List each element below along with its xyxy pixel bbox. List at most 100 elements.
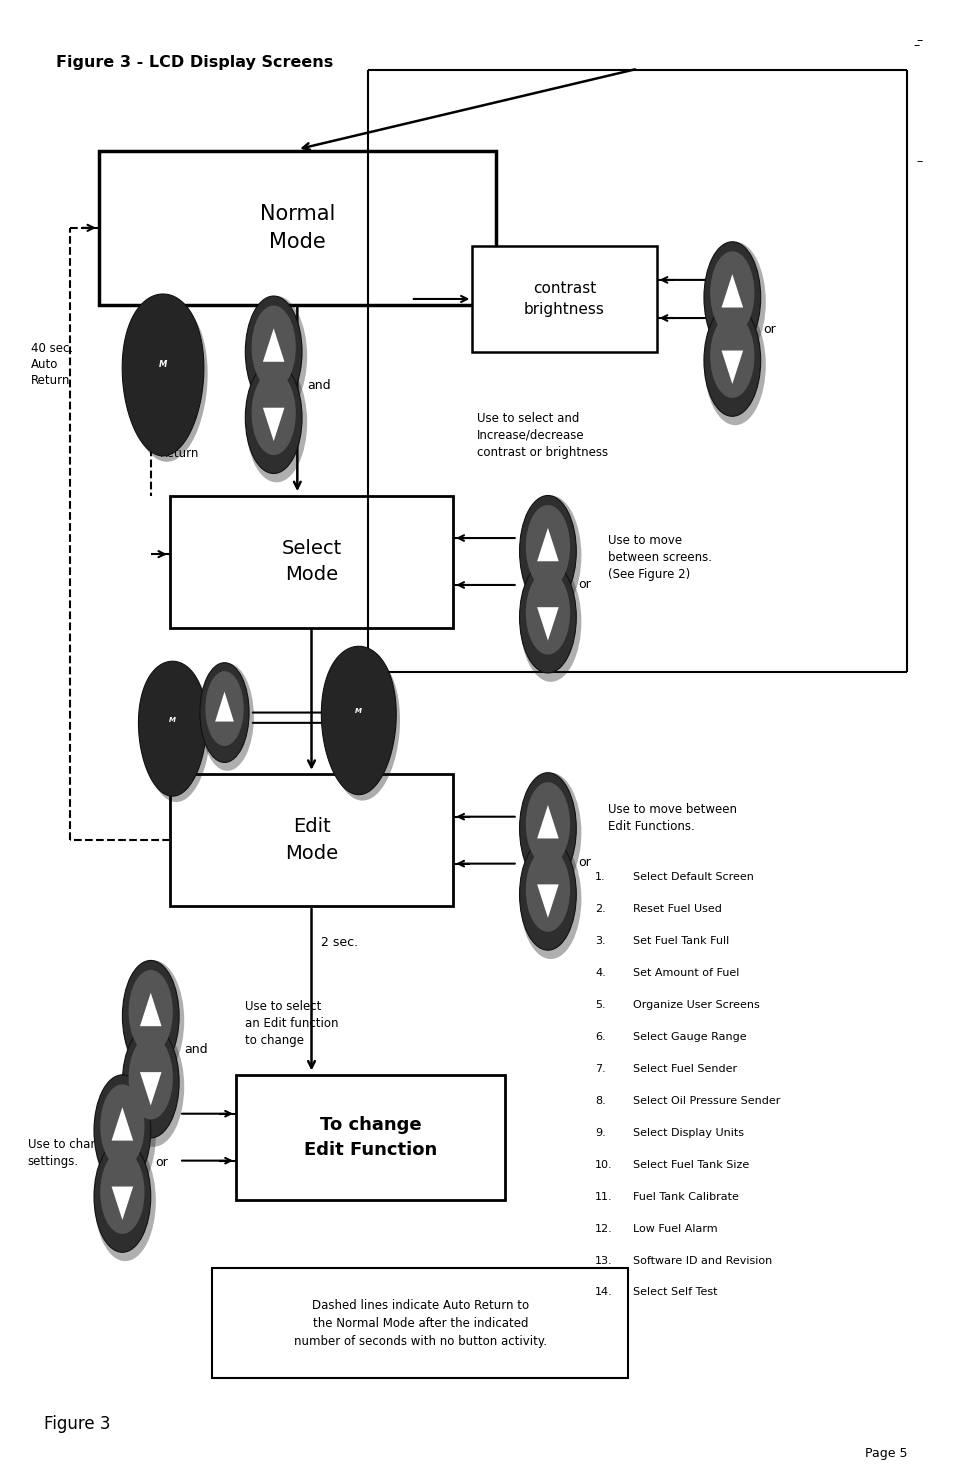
Text: 5.: 5. — [595, 1000, 605, 1010]
Ellipse shape — [123, 1027, 184, 1146]
Text: Reset Fuel Used: Reset Fuel Used — [633, 904, 721, 914]
Ellipse shape — [122, 1027, 179, 1137]
Text: Select Fuel Tank Size: Select Fuel Tank Size — [633, 1159, 748, 1170]
Ellipse shape — [200, 664, 253, 771]
Ellipse shape — [703, 305, 760, 416]
Text: 3.: 3. — [595, 935, 605, 945]
Ellipse shape — [245, 296, 302, 407]
Ellipse shape — [129, 971, 172, 1053]
Ellipse shape — [519, 496, 580, 617]
Polygon shape — [263, 407, 284, 441]
Text: M: M — [355, 708, 362, 714]
Text: –: – — [913, 38, 919, 52]
Text: –: – — [916, 34, 922, 47]
Text: M: M — [169, 717, 175, 723]
Text: 2 sec.: 2 sec. — [320, 937, 357, 950]
Ellipse shape — [100, 1150, 144, 1235]
Polygon shape — [537, 608, 558, 640]
Ellipse shape — [519, 773, 580, 892]
Text: Select Fuel Sender: Select Fuel Sender — [633, 1063, 737, 1074]
Text: Use to change
settings.: Use to change settings. — [28, 1137, 112, 1168]
Ellipse shape — [519, 562, 576, 673]
Ellipse shape — [246, 361, 307, 482]
Text: or: or — [155, 1156, 168, 1170]
Text: Use to select and
Increase/decrease
contrast or brightness: Use to select and Increase/decrease cont… — [476, 412, 607, 459]
Bar — [98, 150, 496, 305]
Bar — [235, 1075, 505, 1199]
Ellipse shape — [122, 960, 179, 1072]
Text: 6.: 6. — [595, 1031, 605, 1041]
Polygon shape — [537, 885, 558, 917]
Text: Select Self Test: Select Self Test — [633, 1288, 717, 1298]
Ellipse shape — [703, 305, 765, 425]
Ellipse shape — [525, 571, 570, 655]
Polygon shape — [140, 1072, 161, 1106]
Polygon shape — [325, 652, 399, 801]
Ellipse shape — [246, 296, 307, 416]
Ellipse shape — [245, 361, 302, 473]
Text: or: or — [578, 855, 590, 869]
Ellipse shape — [519, 562, 580, 681]
Text: Select Gauge Range: Select Gauge Range — [633, 1031, 746, 1041]
Ellipse shape — [100, 1084, 144, 1168]
Polygon shape — [537, 528, 558, 562]
Bar — [170, 774, 453, 906]
Text: Select Oil Pressure Sender: Select Oil Pressure Sender — [633, 1096, 780, 1106]
Text: 2.: 2. — [595, 904, 605, 914]
Polygon shape — [126, 299, 208, 462]
Bar — [212, 1268, 628, 1379]
Text: –: – — [916, 155, 922, 168]
Bar — [472, 246, 656, 351]
Text: Figure 3 - LCD Display Screens: Figure 3 - LCD Display Screens — [56, 56, 334, 71]
Ellipse shape — [709, 314, 754, 398]
Text: Select Display Units: Select Display Units — [633, 1127, 743, 1137]
Text: Figure 3: Figure 3 — [44, 1415, 111, 1432]
Text: 4.: 4. — [595, 968, 605, 978]
Polygon shape — [142, 667, 210, 802]
Text: Use to move between
Edit Functions.: Use to move between Edit Functions. — [607, 804, 736, 833]
Polygon shape — [720, 351, 742, 384]
Ellipse shape — [200, 662, 249, 763]
Text: Organize User Screens: Organize User Screens — [633, 1000, 759, 1010]
Polygon shape — [215, 692, 233, 721]
Text: contrast
brightness: contrast brightness — [523, 280, 604, 317]
Polygon shape — [321, 646, 395, 795]
Text: 7.: 7. — [595, 1063, 605, 1074]
Polygon shape — [720, 274, 742, 307]
Text: Normal
Mode: Normal Mode — [259, 204, 335, 252]
Text: Set Fuel Tank Full: Set Fuel Tank Full — [633, 935, 728, 945]
Text: and: and — [184, 1043, 207, 1056]
Ellipse shape — [525, 504, 570, 589]
Polygon shape — [140, 993, 161, 1027]
Ellipse shape — [519, 839, 580, 959]
Polygon shape — [112, 1108, 133, 1140]
Text: 11.: 11. — [595, 1192, 612, 1202]
Text: 12.: 12. — [595, 1224, 613, 1233]
Text: 13.: 13. — [595, 1255, 612, 1266]
Ellipse shape — [703, 242, 760, 353]
Ellipse shape — [252, 372, 295, 456]
Bar — [170, 496, 453, 627]
Text: M: M — [159, 360, 167, 369]
Ellipse shape — [519, 839, 576, 950]
Text: Fuel Tank Calibrate: Fuel Tank Calibrate — [633, 1192, 739, 1202]
Text: 9.: 9. — [595, 1127, 605, 1137]
Ellipse shape — [94, 1140, 155, 1261]
Ellipse shape — [519, 773, 576, 884]
Ellipse shape — [252, 305, 295, 389]
Ellipse shape — [94, 1075, 151, 1186]
Polygon shape — [112, 1186, 133, 1220]
Text: Edit
Mode: Edit Mode — [285, 817, 337, 863]
Ellipse shape — [123, 960, 184, 1081]
Ellipse shape — [94, 1075, 155, 1195]
Ellipse shape — [129, 1035, 172, 1120]
Polygon shape — [122, 294, 204, 456]
Ellipse shape — [709, 251, 754, 335]
Text: Low Fuel Alarm: Low Fuel Alarm — [633, 1224, 717, 1233]
Text: 4 sec.
Auto
Return: 4 sec. Auto Return — [160, 414, 199, 460]
Ellipse shape — [94, 1140, 151, 1252]
Text: or: or — [762, 323, 776, 336]
Text: 1.: 1. — [595, 872, 605, 882]
Ellipse shape — [525, 782, 570, 866]
Polygon shape — [537, 805, 558, 838]
